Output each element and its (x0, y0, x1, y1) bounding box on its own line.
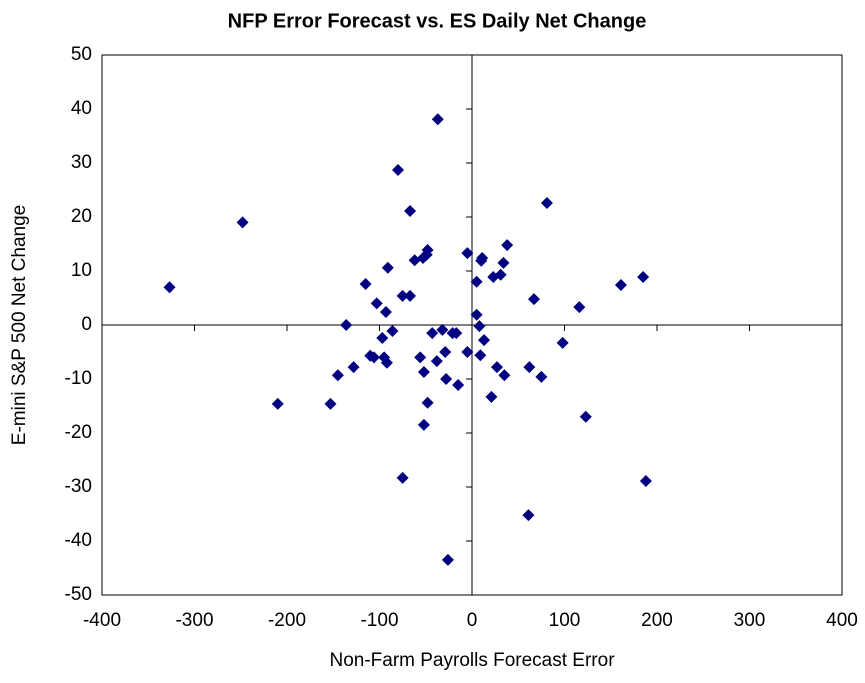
x-tick-label: 0 (467, 610, 478, 631)
y-tick-label: 0 (81, 314, 92, 335)
point (527, 293, 540, 306)
point (494, 268, 507, 281)
point (535, 370, 548, 383)
point (367, 351, 380, 364)
point (381, 261, 394, 274)
point (522, 509, 535, 522)
chart-title: NFP Error Forecast vs. ES Daily Net Chan… (228, 10, 647, 32)
point (614, 279, 627, 292)
point (404, 289, 417, 302)
point (637, 270, 650, 283)
y-tick-label: -40 (65, 530, 92, 551)
point (386, 324, 399, 337)
point (436, 323, 449, 336)
point (347, 361, 360, 374)
y-tick-label: 20 (71, 206, 92, 227)
x-axis-label: Non-Farm Payrolls Forecast Error (329, 650, 615, 671)
x-tick-label: 300 (734, 610, 766, 631)
point (540, 196, 553, 209)
y-tick-label: 50 (71, 44, 92, 65)
point (473, 320, 486, 333)
point (501, 239, 514, 252)
point (523, 361, 536, 374)
point (490, 361, 503, 374)
y-tick-label: -20 (65, 422, 92, 443)
point (474, 349, 487, 362)
x-tick-label: 100 (549, 610, 581, 631)
point (450, 327, 463, 340)
point (396, 471, 409, 484)
point (452, 378, 465, 391)
x-tick-label: -400 (83, 610, 121, 631)
point (331, 369, 344, 382)
point (376, 331, 389, 344)
point (370, 297, 383, 310)
point (408, 254, 421, 267)
y-tick-label: -10 (65, 368, 92, 389)
point (379, 306, 392, 319)
point (417, 365, 430, 378)
y-axis-label: E-mini S&P 500 Net Change (9, 205, 30, 445)
x-tick-label: 400 (826, 610, 858, 631)
point (431, 113, 444, 126)
point (461, 346, 474, 358)
point (485, 390, 498, 403)
point (556, 336, 569, 349)
point (478, 334, 491, 347)
point (392, 164, 404, 177)
y-tick-label: 30 (71, 152, 92, 173)
point (421, 396, 434, 409)
point (236, 216, 249, 229)
point (430, 355, 443, 368)
point (426, 327, 439, 340)
y-tick-label: 10 (71, 260, 92, 281)
point (498, 369, 511, 382)
point (163, 281, 176, 294)
point (359, 277, 372, 290)
point (340, 319, 353, 331)
point (396, 289, 409, 302)
point (439, 346, 452, 358)
point (470, 308, 483, 321)
y-tick-label: -30 (65, 476, 92, 497)
point (573, 301, 586, 314)
point (476, 252, 489, 265)
point (470, 275, 483, 288)
point (417, 418, 430, 431)
x-tick-label: -300 (175, 610, 213, 631)
point (441, 553, 454, 566)
point (271, 397, 284, 410)
x-tick-label: 200 (641, 610, 673, 631)
x-tick-label: -100 (360, 610, 398, 631)
point (324, 397, 337, 410)
x-tick-label: -200 (268, 610, 306, 631)
point (440, 373, 453, 385)
y-tick-label: -50 (65, 584, 92, 605)
point (404, 205, 417, 218)
point (380, 356, 393, 369)
point (497, 256, 510, 269)
point (579, 410, 592, 423)
point (461, 247, 474, 260)
y-tick-label: 40 (71, 98, 92, 119)
point (421, 243, 434, 256)
point (416, 252, 429, 265)
point (639, 475, 652, 488)
point (414, 351, 427, 364)
